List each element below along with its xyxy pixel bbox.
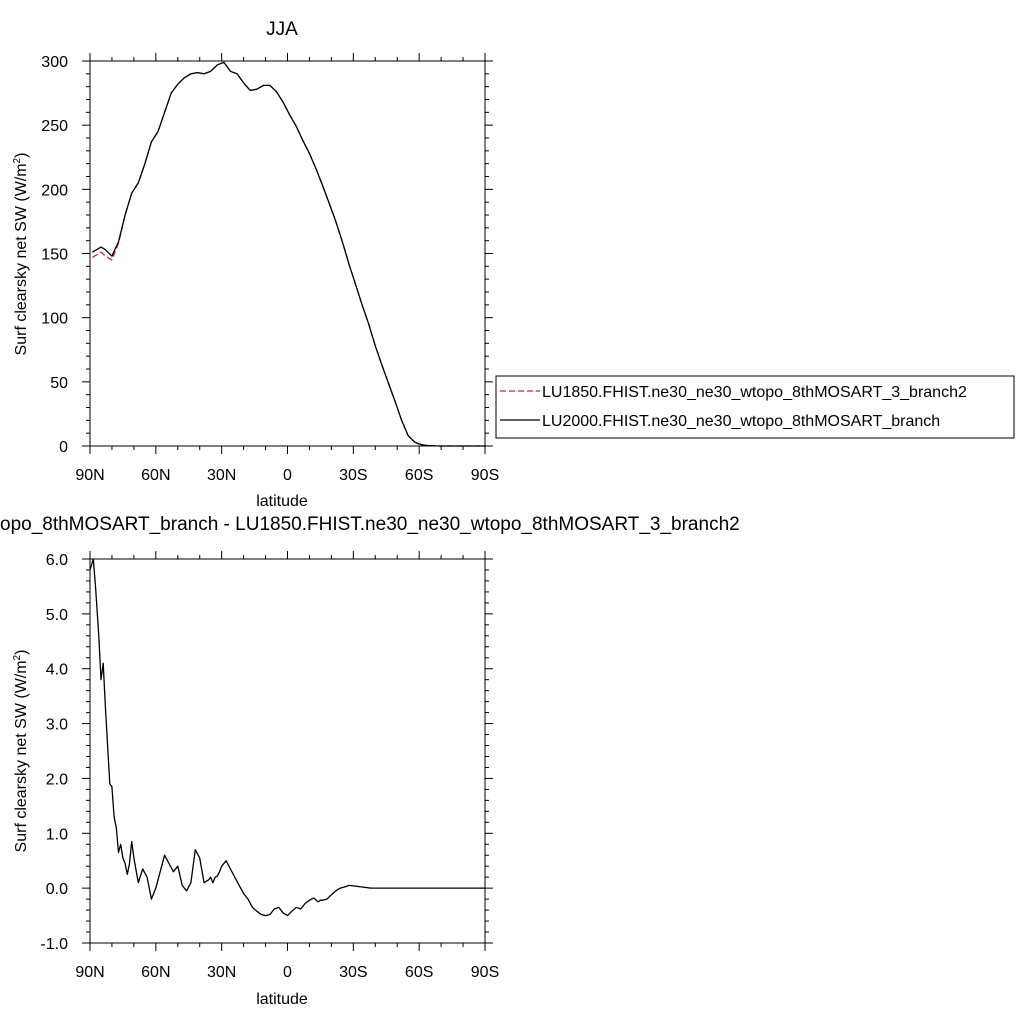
top-chart-title: JJA xyxy=(266,19,298,40)
top-y-tick-label: 250 xyxy=(41,118,68,135)
top-x-tick-label: 60S xyxy=(405,467,433,484)
top-series-line-1 xyxy=(91,61,485,447)
bottom-y-tick-label: 0.0 xyxy=(46,881,68,898)
top-y-tick-label: 150 xyxy=(41,247,68,264)
bottom-x-tick-label: 90S xyxy=(471,964,499,981)
top-x-tick-label: 90N xyxy=(75,467,104,484)
bottom-chart-panel: opo_8thMOSART_branch - LU1850.FHIST.ne30… xyxy=(0,514,740,1008)
top-y-tick-label: 300 xyxy=(41,54,68,71)
bottom-x-tick-label: 60S xyxy=(405,964,433,981)
bottom-x-tick-label: 30N xyxy=(207,964,236,981)
top-x-tick-label: 30N xyxy=(207,467,236,484)
bottom-y-tick-label: 2.0 xyxy=(46,771,68,788)
legend-box xyxy=(495,375,1015,439)
bottom-y-tick-label: 5.0 xyxy=(46,607,68,624)
bottom-plot-area xyxy=(89,558,485,917)
top-x-axis-label: latitude xyxy=(256,493,308,510)
bottom-y-tick-label: 3.0 xyxy=(46,717,68,734)
top-plot-area xyxy=(91,61,485,447)
legend-label-lu1850: LU1850.FHIST.ne30_ne30_wtopo_8thMOSART_3… xyxy=(542,384,967,401)
bottom-y-tick-label: 1.0 xyxy=(46,826,68,843)
top-series-line-0 xyxy=(91,61,485,447)
top-y-axis-label: Surf clearsky net SW (W/m2) xyxy=(12,153,30,356)
bottom-y-axis: 6.0 5.0 4.0 3.0 2.0 1.0 0.0 -1.0 xyxy=(40,552,493,953)
bottom-y-axis-label: Surf clearsky net SW (W/m2) xyxy=(12,650,30,853)
bottom-x-tick-label: 30S xyxy=(339,964,367,981)
bottom-x-axis: 90N 60N 30N 0 30S 60S 90S xyxy=(75,551,499,981)
top-y-tick-label: 100 xyxy=(41,311,68,328)
top-legend: LU1850.FHIST.ne30_ne30_wtopo_8thMOSART_3… xyxy=(495,375,1015,439)
top-y-tick-label: 0 xyxy=(59,439,68,456)
top-x-tick-label: 90S xyxy=(471,467,499,484)
bottom-x-tick-label: 60N xyxy=(141,964,170,981)
bottom-y-tick-label: 4.0 xyxy=(46,662,68,679)
top-y-axis: 0 50 100 150 200 250 300 xyxy=(41,54,493,456)
top-x-tick-label: 60N xyxy=(141,467,170,484)
bottom-x-axis-label: latitude xyxy=(256,991,308,1008)
top-x-axis: 90N 60N 30N 0 30S 60S 90S xyxy=(75,53,499,484)
top-y-tick-label: 50 xyxy=(50,375,68,392)
legend-item-lu1850: LU1850.FHIST.ne30_ne30_wtopo_8thMOSART_3… xyxy=(500,384,967,401)
bottom-y-tick-label: -1.0 xyxy=(40,936,68,953)
top-plot-frame xyxy=(89,60,486,447)
legend-item-lu2000: LU2000.FHIST.ne30_ne30_wtopo_8thMOSART_b… xyxy=(500,413,940,430)
bottom-y-tick-label: 6.0 xyxy=(46,552,68,569)
bottom-chart-title: opo_8thMOSART_branch - LU1850.FHIST.ne30… xyxy=(0,514,740,535)
bottom-x-tick-label: 0 xyxy=(283,964,292,981)
top-y-tick-label: 200 xyxy=(41,182,68,199)
bottom-x-tick-label: 90N xyxy=(75,964,104,981)
bottom-series-line-0 xyxy=(89,558,485,917)
top-x-tick-label: 30S xyxy=(339,467,367,484)
top-x-tick-label: 0 xyxy=(283,467,292,484)
legend-label-lu2000: LU2000.FHIST.ne30_ne30_wtopo_8thMOSART_b… xyxy=(542,413,940,430)
